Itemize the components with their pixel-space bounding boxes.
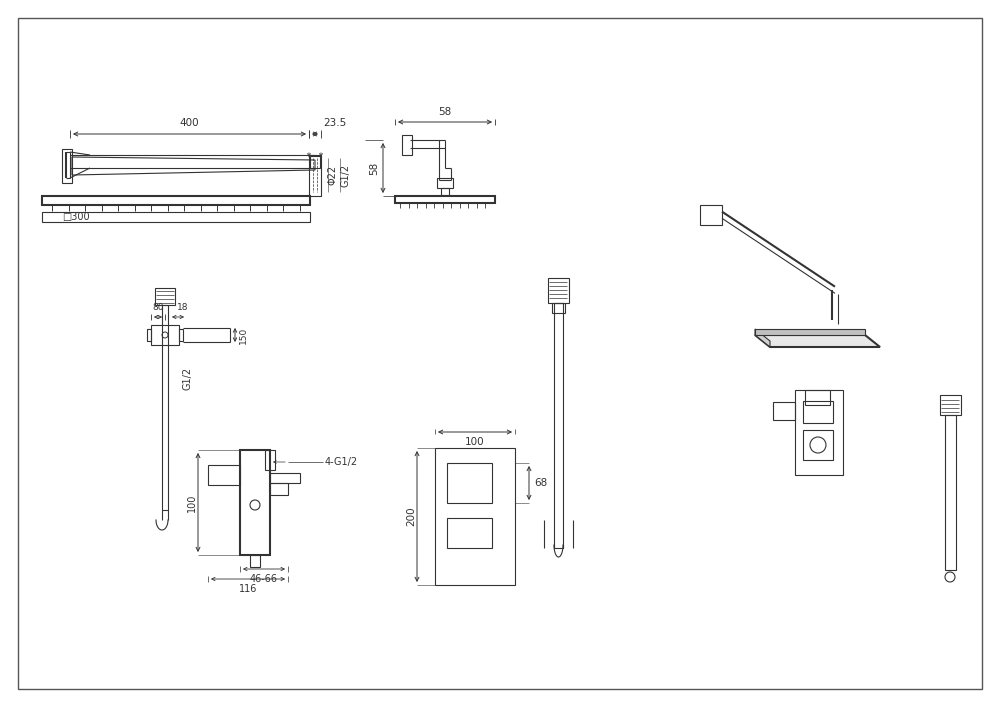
Text: 116: 116 [239,584,257,594]
Text: □300: □300 [62,212,90,222]
Bar [42,212,310,222]
Text: Φ22: Φ22 [328,165,338,185]
Bar [945,415,956,570]
Text: 4-G1/2: 4-G1/2 [325,457,358,467]
Bar [554,303,563,548]
Bar [435,448,515,585]
Bar [940,395,961,415]
Text: 150: 150 [239,327,248,344]
Bar [548,278,569,303]
Bar [402,135,412,155]
Text: 68: 68 [534,478,547,488]
Bar [147,329,151,341]
Text: 58: 58 [369,161,379,175]
Bar [42,196,310,205]
Bar [208,465,240,485]
Polygon shape [755,335,880,347]
Bar [803,430,833,460]
Bar [803,401,833,423]
Bar [795,390,843,475]
Bar [265,450,275,470]
Polygon shape [755,329,865,335]
Bar [437,178,453,188]
Polygon shape [755,329,770,347]
Bar [773,402,795,420]
Bar [309,155,321,196]
Bar [447,463,492,503]
Text: 18: 18 [177,303,189,312]
Bar [441,188,449,195]
Bar [62,149,72,183]
Text: G1/2: G1/2 [340,163,350,187]
Text: G1/2: G1/2 [183,366,193,390]
Text: 80: 80 [152,303,164,312]
Bar [240,450,270,555]
Text: 58: 58 [438,107,452,117]
Bar [162,305,168,510]
Bar [250,555,260,567]
Bar [179,329,183,341]
Bar [151,325,179,345]
Text: 100: 100 [187,493,197,512]
Text: 23.5: 23.5 [323,118,346,128]
Bar [270,473,300,483]
Text: 400: 400 [180,118,199,128]
Bar [805,390,830,405]
Bar [310,156,320,168]
Bar [155,288,175,305]
Bar [552,303,565,313]
Text: 46-66: 46-66 [250,574,278,584]
Text: 200: 200 [406,507,416,526]
Bar [447,518,492,548]
Bar [270,483,288,495]
Bar [395,196,495,203]
Bar [700,205,722,225]
Text: 100: 100 [465,437,485,447]
